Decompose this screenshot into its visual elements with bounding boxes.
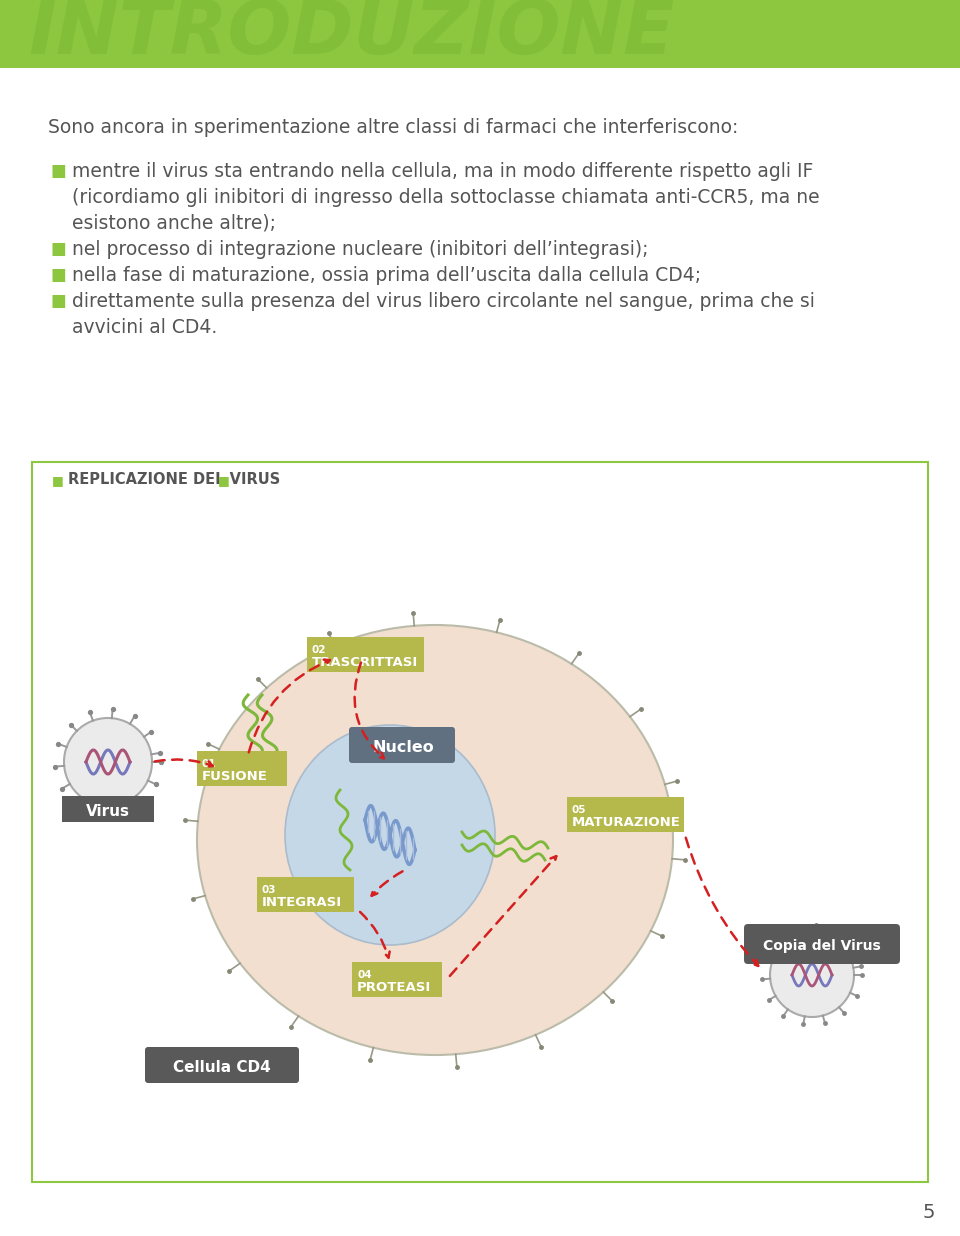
- FancyBboxPatch shape: [349, 727, 455, 763]
- Text: TRASCRITTASI: TRASCRITTASI: [312, 656, 419, 669]
- FancyBboxPatch shape: [307, 637, 424, 672]
- Text: Virus: Virus: [86, 803, 130, 818]
- Text: 02: 02: [312, 645, 326, 655]
- Text: 5: 5: [923, 1203, 935, 1222]
- Text: nella fase di maturazione, ossia prima dell’uscita dalla cellula CD4;: nella fase di maturazione, ossia prima d…: [72, 266, 701, 286]
- Text: PROTEASI: PROTEASI: [357, 981, 431, 994]
- FancyBboxPatch shape: [197, 751, 287, 786]
- Circle shape: [64, 718, 152, 806]
- Ellipse shape: [285, 726, 495, 946]
- Text: Sono ancora in sperimentazione altre classi di farmaci che interferiscono:: Sono ancora in sperimentazione altre cla…: [48, 117, 738, 137]
- Text: ■: ■: [218, 473, 229, 487]
- Circle shape: [770, 933, 854, 1017]
- Text: 05: 05: [572, 805, 587, 815]
- Text: mentre il virus sta entrando nella cellula, ma in modo differente rispetto agli : mentre il virus sta entrando nella cellu…: [72, 162, 820, 232]
- Text: INTEGRASI: INTEGRASI: [262, 896, 342, 908]
- FancyBboxPatch shape: [567, 797, 684, 832]
- Bar: [32, 462, 928, 1182]
- FancyBboxPatch shape: [744, 925, 900, 964]
- Text: Copia del Virus: Copia del Virus: [763, 939, 881, 953]
- Text: nel processo di integrazione nucleare (inibitori dell’integrasi);: nel processo di integrazione nucleare (i…: [72, 240, 649, 260]
- FancyBboxPatch shape: [145, 1047, 299, 1083]
- Text: ■: ■: [50, 162, 65, 180]
- Text: direttamente sulla presenza del virus libero circolante nel sangue, prima che si: direttamente sulla presenza del virus li…: [72, 292, 815, 337]
- FancyBboxPatch shape: [257, 878, 354, 912]
- Bar: [0, 0, 960, 68]
- Ellipse shape: [197, 625, 673, 1056]
- Text: 04: 04: [357, 970, 372, 980]
- Text: Nucleo: Nucleo: [372, 739, 434, 754]
- Text: ■: ■: [50, 240, 65, 258]
- Text: INTRODUZIONE: INTRODUZIONE: [28, 0, 674, 70]
- Text: ■: ■: [50, 292, 65, 310]
- Text: 01: 01: [202, 759, 217, 769]
- Text: FUSIONE: FUSIONE: [202, 770, 268, 782]
- Text: 03: 03: [262, 885, 276, 895]
- Text: ■: ■: [52, 473, 63, 487]
- FancyBboxPatch shape: [62, 796, 154, 822]
- Text: ■: ■: [50, 266, 65, 284]
- FancyBboxPatch shape: [352, 962, 442, 997]
- Text: MATURAZIONE: MATURAZIONE: [572, 816, 681, 829]
- Text: Cellula CD4: Cellula CD4: [173, 1059, 271, 1074]
- Text: REPLICAZIONE DEL VIRUS: REPLICAZIONE DEL VIRUS: [68, 472, 280, 487]
